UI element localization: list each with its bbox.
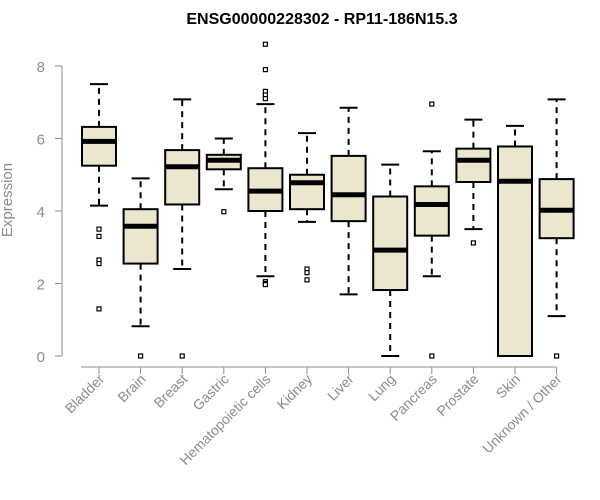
box-group bbox=[205, 137, 242, 215]
box-group bbox=[497, 124, 533, 357]
box-iqr bbox=[164, 149, 201, 206]
category-label: Lung bbox=[365, 371, 398, 404]
box-group bbox=[330, 106, 367, 296]
boxes bbox=[81, 41, 575, 359]
outlier-point bbox=[96, 226, 102, 232]
box-iqr bbox=[81, 125, 117, 167]
box-iqr bbox=[372, 195, 409, 292]
category-label: Kidney bbox=[274, 371, 316, 413]
box-group bbox=[122, 177, 159, 359]
outlier-point bbox=[96, 233, 102, 239]
box-group bbox=[164, 98, 201, 359]
box-iqr bbox=[122, 208, 159, 265]
y-tick-label: 2 bbox=[37, 277, 45, 294]
box-iqr bbox=[330, 154, 367, 223]
outlier-point bbox=[179, 353, 185, 359]
category-label: Brain bbox=[114, 371, 148, 405]
outlier-point bbox=[262, 41, 268, 47]
y-tick-label: 0 bbox=[37, 349, 45, 366]
category-label: Bladder bbox=[62, 371, 108, 417]
y-ticks: 0 2 4 6 8 bbox=[37, 59, 62, 366]
box-group bbox=[372, 163, 409, 357]
outlier-point bbox=[262, 67, 268, 73]
outlier-point bbox=[429, 353, 435, 359]
outlier-point bbox=[221, 209, 227, 215]
outlier-point bbox=[304, 277, 310, 283]
category-label: Breast bbox=[150, 371, 190, 411]
category-label: Unknown / Other bbox=[479, 371, 565, 457]
outlier-point bbox=[304, 270, 310, 276]
outlier-point bbox=[262, 281, 268, 288]
box-group bbox=[413, 101, 450, 359]
y-axis-label: Expression bbox=[0, 163, 16, 237]
box-group bbox=[455, 118, 492, 246]
outlier-point bbox=[96, 260, 102, 267]
x-ticks bbox=[98, 367, 558, 374]
y-tick-label: 4 bbox=[37, 204, 45, 221]
box-iqr bbox=[455, 147, 492, 183]
box-group bbox=[538, 98, 575, 359]
outlier-point bbox=[96, 306, 102, 312]
outlier-point bbox=[553, 353, 560, 359]
outlier-point bbox=[470, 240, 476, 246]
outlier-point bbox=[429, 101, 435, 107]
box-group bbox=[247, 41, 284, 288]
outlier-point bbox=[138, 353, 144, 359]
category-label: Prostate bbox=[433, 371, 481, 419]
y-tick-label: 6 bbox=[37, 132, 45, 149]
box-iqr bbox=[497, 145, 533, 357]
box-iqr bbox=[289, 173, 325, 211]
box-group bbox=[81, 83, 117, 312]
category-label: Skin bbox=[493, 371, 524, 402]
outlier-point bbox=[262, 96, 268, 102]
y-tick-label: 8 bbox=[37, 59, 45, 76]
chart-title: ENSG00000228302 - RP11-186N15.3 bbox=[186, 11, 457, 28]
box-group bbox=[289, 132, 325, 283]
category-label: Liver bbox=[324, 371, 357, 404]
box-iqr bbox=[413, 185, 450, 237]
